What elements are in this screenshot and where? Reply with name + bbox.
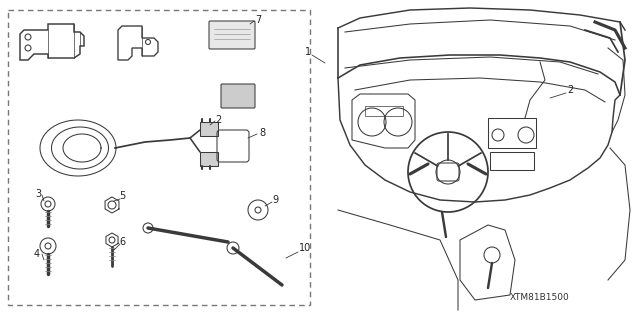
Text: 2: 2 xyxy=(215,115,221,125)
Text: 4: 4 xyxy=(34,249,40,259)
Text: 2: 2 xyxy=(567,85,573,95)
Bar xyxy=(490,152,534,170)
Text: 8: 8 xyxy=(259,128,265,138)
FancyBboxPatch shape xyxy=(221,84,255,108)
Text: XTM81B1500: XTM81B1500 xyxy=(510,293,570,302)
Bar xyxy=(200,152,218,166)
Text: 7: 7 xyxy=(255,15,261,25)
Text: 5: 5 xyxy=(119,191,125,201)
Text: 10: 10 xyxy=(299,243,311,253)
Bar xyxy=(365,106,403,116)
Bar xyxy=(200,122,218,136)
Text: 6: 6 xyxy=(119,237,125,247)
Text: 9: 9 xyxy=(272,195,278,205)
Bar xyxy=(8,10,310,305)
FancyBboxPatch shape xyxy=(209,21,255,49)
Bar xyxy=(488,118,536,148)
Text: 1: 1 xyxy=(305,47,311,57)
Text: 3: 3 xyxy=(35,189,41,199)
